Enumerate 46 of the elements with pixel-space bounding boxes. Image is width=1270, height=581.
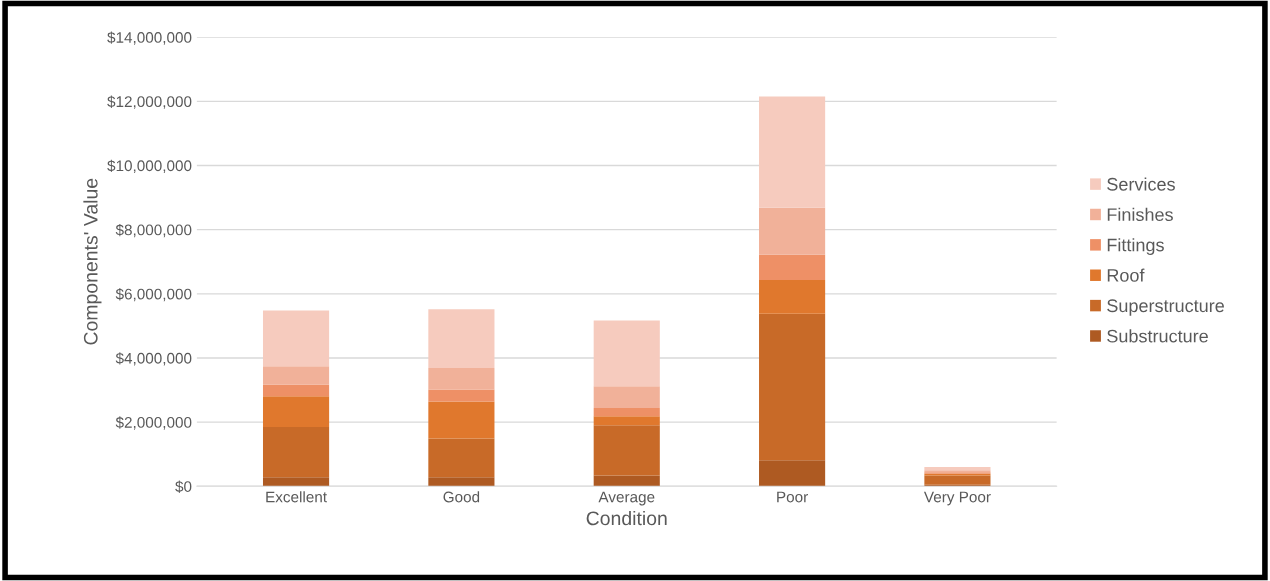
legend-label: Substructure xyxy=(1107,329,1208,343)
bar xyxy=(593,320,660,387)
bar xyxy=(428,367,495,390)
y-tick-label: $12,000,000 xyxy=(107,95,192,109)
bar xyxy=(593,425,660,476)
bar xyxy=(428,309,495,368)
bar xyxy=(262,310,330,367)
y-tick-label: $10,000,000 xyxy=(107,159,192,173)
bar xyxy=(924,475,991,485)
x-tick-label: Very Poor xyxy=(923,491,991,506)
x-tick-label: Good xyxy=(443,491,480,503)
y-axis-title: Components' Value xyxy=(83,178,102,345)
legend-label: Fittings xyxy=(1107,238,1164,255)
bar xyxy=(593,386,660,409)
bar xyxy=(759,254,826,281)
x-tick-label: Average xyxy=(598,491,655,506)
y-tick-label: $0 xyxy=(175,480,192,493)
bar xyxy=(428,401,495,439)
bar xyxy=(759,313,826,461)
bar xyxy=(593,475,660,487)
bar xyxy=(262,477,330,487)
bar xyxy=(759,460,826,487)
x-axis-title: Condition xyxy=(586,510,667,526)
bar xyxy=(262,426,330,478)
bar xyxy=(262,366,330,385)
bar xyxy=(759,280,826,314)
legend-label: Services xyxy=(1107,177,1175,191)
y-tick-label: $14,000,000 xyxy=(107,31,192,45)
bar xyxy=(262,396,330,427)
y-tick-label: $8,000,000 xyxy=(115,223,192,238)
bar xyxy=(262,384,330,397)
y-tick-label: $2,000,000 xyxy=(115,416,192,430)
bar xyxy=(759,96,826,208)
legend-label: Roof xyxy=(1107,268,1145,282)
bar xyxy=(593,408,660,417)
x-tick-label: Excellent xyxy=(266,491,327,503)
legend-label: Superstructure xyxy=(1107,299,1224,316)
y-tick-label: $6,000,000 xyxy=(115,288,192,302)
bar xyxy=(428,438,495,478)
x-tick-label: Poor xyxy=(777,491,808,503)
bar xyxy=(593,416,660,426)
legend-label: Finishes xyxy=(1107,207,1173,222)
bar xyxy=(759,207,826,255)
bar xyxy=(428,477,495,487)
bar xyxy=(428,389,495,402)
y-tick-label: $4,000,000 xyxy=(115,352,192,366)
